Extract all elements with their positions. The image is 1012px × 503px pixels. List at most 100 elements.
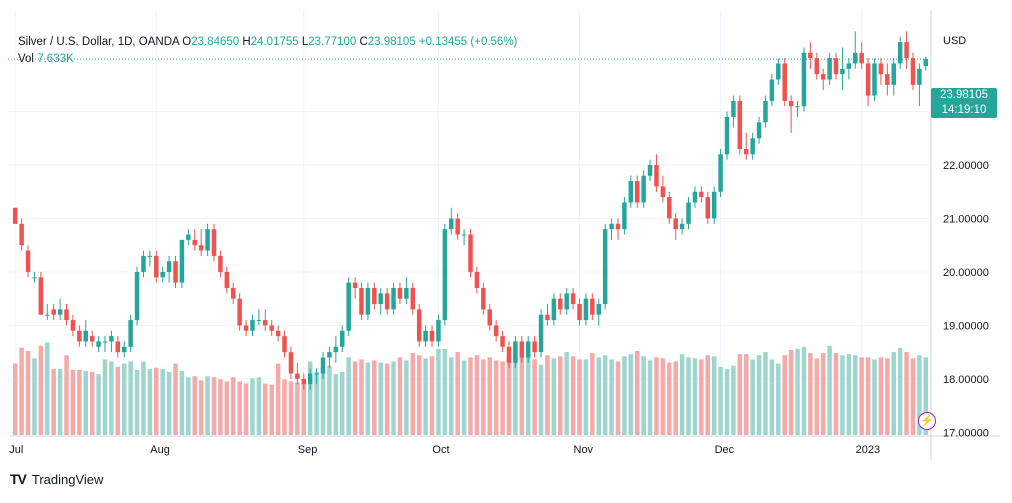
candle-body xyxy=(519,341,525,358)
volume-bar xyxy=(865,357,871,435)
candle-body xyxy=(500,336,505,347)
time-axis[interactable]: Jul Aug Sep Oct Nov Dec 2023 xyxy=(9,444,880,456)
chart-legend: Silver / U.S. Dollar, 1D, OANDA O23.8465… xyxy=(18,34,517,68)
volume-bar xyxy=(872,359,877,435)
candle-body xyxy=(32,277,37,279)
candle-body xyxy=(481,287,486,310)
candle-body xyxy=(590,298,595,315)
candle-body xyxy=(731,100,736,117)
candle-body xyxy=(115,341,121,353)
volume-bar xyxy=(218,379,223,435)
candle-body xyxy=(205,229,210,251)
volume-bar xyxy=(378,362,383,435)
candle-body xyxy=(384,293,390,310)
candle-body xyxy=(269,325,274,331)
volume-bar xyxy=(288,381,294,435)
time-tick-label: Dec xyxy=(715,444,735,456)
candle-body xyxy=(525,341,531,358)
candle-body xyxy=(256,320,262,322)
volume-bar xyxy=(519,356,525,435)
volume-bar xyxy=(500,361,505,435)
candle-body xyxy=(179,239,185,283)
volume-bar xyxy=(859,357,864,435)
last-price-tag: 23.98105 14:19:10 xyxy=(931,88,997,118)
candle-body xyxy=(372,287,377,305)
volume-bar xyxy=(923,357,929,435)
volume-bar xyxy=(237,381,242,435)
volume-bar xyxy=(590,353,595,435)
symbol-title[interactable]: Silver / U.S. Dollar, 1D, OANDA xyxy=(18,36,180,48)
candle-body xyxy=(423,330,428,342)
volume-value: 7.633K xyxy=(37,53,74,65)
candle-body xyxy=(468,234,473,272)
volume-bar xyxy=(19,347,24,435)
candle-body xyxy=(615,223,621,230)
candle-body xyxy=(288,352,294,374)
candle-body xyxy=(622,202,627,230)
candle-body xyxy=(846,63,852,69)
time-tick-label: Sep xyxy=(298,444,318,456)
volume-bar xyxy=(32,358,37,435)
volume-bar xyxy=(705,355,711,435)
candle-body xyxy=(154,255,159,278)
volume-bar xyxy=(692,358,698,435)
candle-body xyxy=(455,218,460,235)
volume-bar xyxy=(570,356,576,435)
volume-bar xyxy=(269,384,274,435)
candle-body xyxy=(128,320,133,347)
brand-name: TradingView xyxy=(31,471,104,487)
volume-bar xyxy=(776,363,781,435)
candle-body xyxy=(64,309,69,321)
candle-body xyxy=(141,255,146,272)
volume-bar xyxy=(205,376,210,435)
bar-countdown: 14:19:10 xyxy=(941,104,987,116)
volume-bar xyxy=(878,357,884,435)
candle-body xyxy=(295,373,300,379)
candle-body xyxy=(359,287,364,315)
volume-bar xyxy=(134,369,140,435)
volume-bar xyxy=(282,379,287,435)
volume-bar xyxy=(846,354,852,435)
candle-body xyxy=(307,373,313,385)
volume-bar xyxy=(577,359,582,435)
candle-body xyxy=(628,181,634,203)
volume-bar xyxy=(615,361,621,435)
candles xyxy=(12,31,929,390)
time-tick-label: Oct xyxy=(432,444,449,456)
candle-body xyxy=(57,309,63,315)
volume-bars xyxy=(12,342,929,435)
candle-body xyxy=(692,191,698,203)
last-price-value: 23.98105 xyxy=(940,89,988,101)
volume-bar xyxy=(128,361,133,435)
candle-body xyxy=(314,373,319,375)
lightning-icon[interactable]: ⚡ xyxy=(918,412,936,430)
candle-body xyxy=(19,223,24,246)
candle-body xyxy=(378,293,383,305)
volume-bar xyxy=(667,362,672,435)
volume-bar xyxy=(25,351,31,435)
volume-bar xyxy=(404,360,409,435)
volume-bar xyxy=(853,355,858,435)
candle-body xyxy=(198,245,204,251)
candle-body xyxy=(160,271,165,278)
volume-bar xyxy=(89,372,95,435)
candle-body xyxy=(763,100,768,123)
volume-bar xyxy=(57,368,63,435)
volume-bar xyxy=(147,368,153,435)
candle-body xyxy=(449,218,454,230)
volume-bar xyxy=(827,345,832,435)
candle-body xyxy=(750,138,755,155)
tradingview-logo[interactable]: TV TradingView xyxy=(10,471,103,487)
currency-label: USD xyxy=(943,35,966,47)
time-tick-label: Jul xyxy=(9,444,23,456)
candle-body xyxy=(641,175,646,203)
candle-body xyxy=(820,74,826,80)
candle-body xyxy=(12,207,18,224)
candle-body xyxy=(121,346,127,353)
volume-label[interactable]: Vol xyxy=(18,53,34,65)
candle-body xyxy=(558,298,563,310)
candle-body xyxy=(769,79,775,101)
candle-body xyxy=(320,357,326,374)
